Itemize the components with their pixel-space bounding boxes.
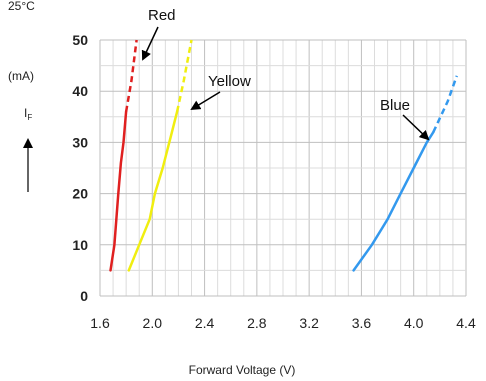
y-axis-unit: (mA) — [8, 69, 34, 83]
y-tick-label: 20 — [72, 186, 88, 202]
series-red-dashed — [124, 39, 138, 112]
x-tick-label: 4.4 — [456, 315, 476, 331]
series-blue-solid — [352, 130, 435, 272]
label-red: Red — [148, 7, 176, 24]
y-tick-labels: 0 10 20 30 40 50 — [72, 32, 88, 304]
y-tick-label: 0 — [80, 288, 88, 304]
series-blue-dashed — [432, 75, 458, 133]
x-tick-label: 4.0 — [404, 315, 424, 331]
label-yellow: Yellow — [208, 73, 251, 90]
x-axis-label: Forward Voltage (V) — [189, 363, 296, 377]
x-tick-label: 2.0 — [143, 315, 163, 331]
arrow-red — [141, 26, 159, 61]
series-yellow-solid — [127, 110, 179, 272]
arrow-blue — [402, 114, 430, 141]
x-tick-labels: 1.6 2.0 2.4 2.8 3.2 3.6 4.0 4.4 — [90, 315, 476, 331]
y-axis-symbol: IF — [24, 106, 32, 122]
corner-note: 25°C — [8, 0, 35, 13]
x-tick-label: 3.2 — [299, 315, 319, 331]
grid — [99, 39, 467, 297]
x-tick-label: 3.6 — [352, 315, 372, 331]
y-axis-symbol-subscript: F — [27, 113, 32, 122]
series-yellow-dashed — [175, 39, 193, 112]
y-tick-label: 10 — [72, 237, 88, 253]
series-red-solid — [109, 110, 128, 272]
arrow-yellow — [190, 91, 221, 111]
y-axis-symbol-main: I — [24, 106, 27, 120]
y-tick-label: 40 — [72, 83, 88, 99]
x-tick-label: 2.8 — [247, 315, 267, 331]
y-tick-label: 50 — [72, 32, 88, 48]
series-lines — [109, 39, 458, 272]
x-tick-label: 2.4 — [195, 315, 215, 331]
label-blue: Blue — [380, 97, 410, 114]
y-tick-label: 30 — [72, 134, 88, 150]
x-tick-label: 1.6 — [90, 315, 110, 331]
